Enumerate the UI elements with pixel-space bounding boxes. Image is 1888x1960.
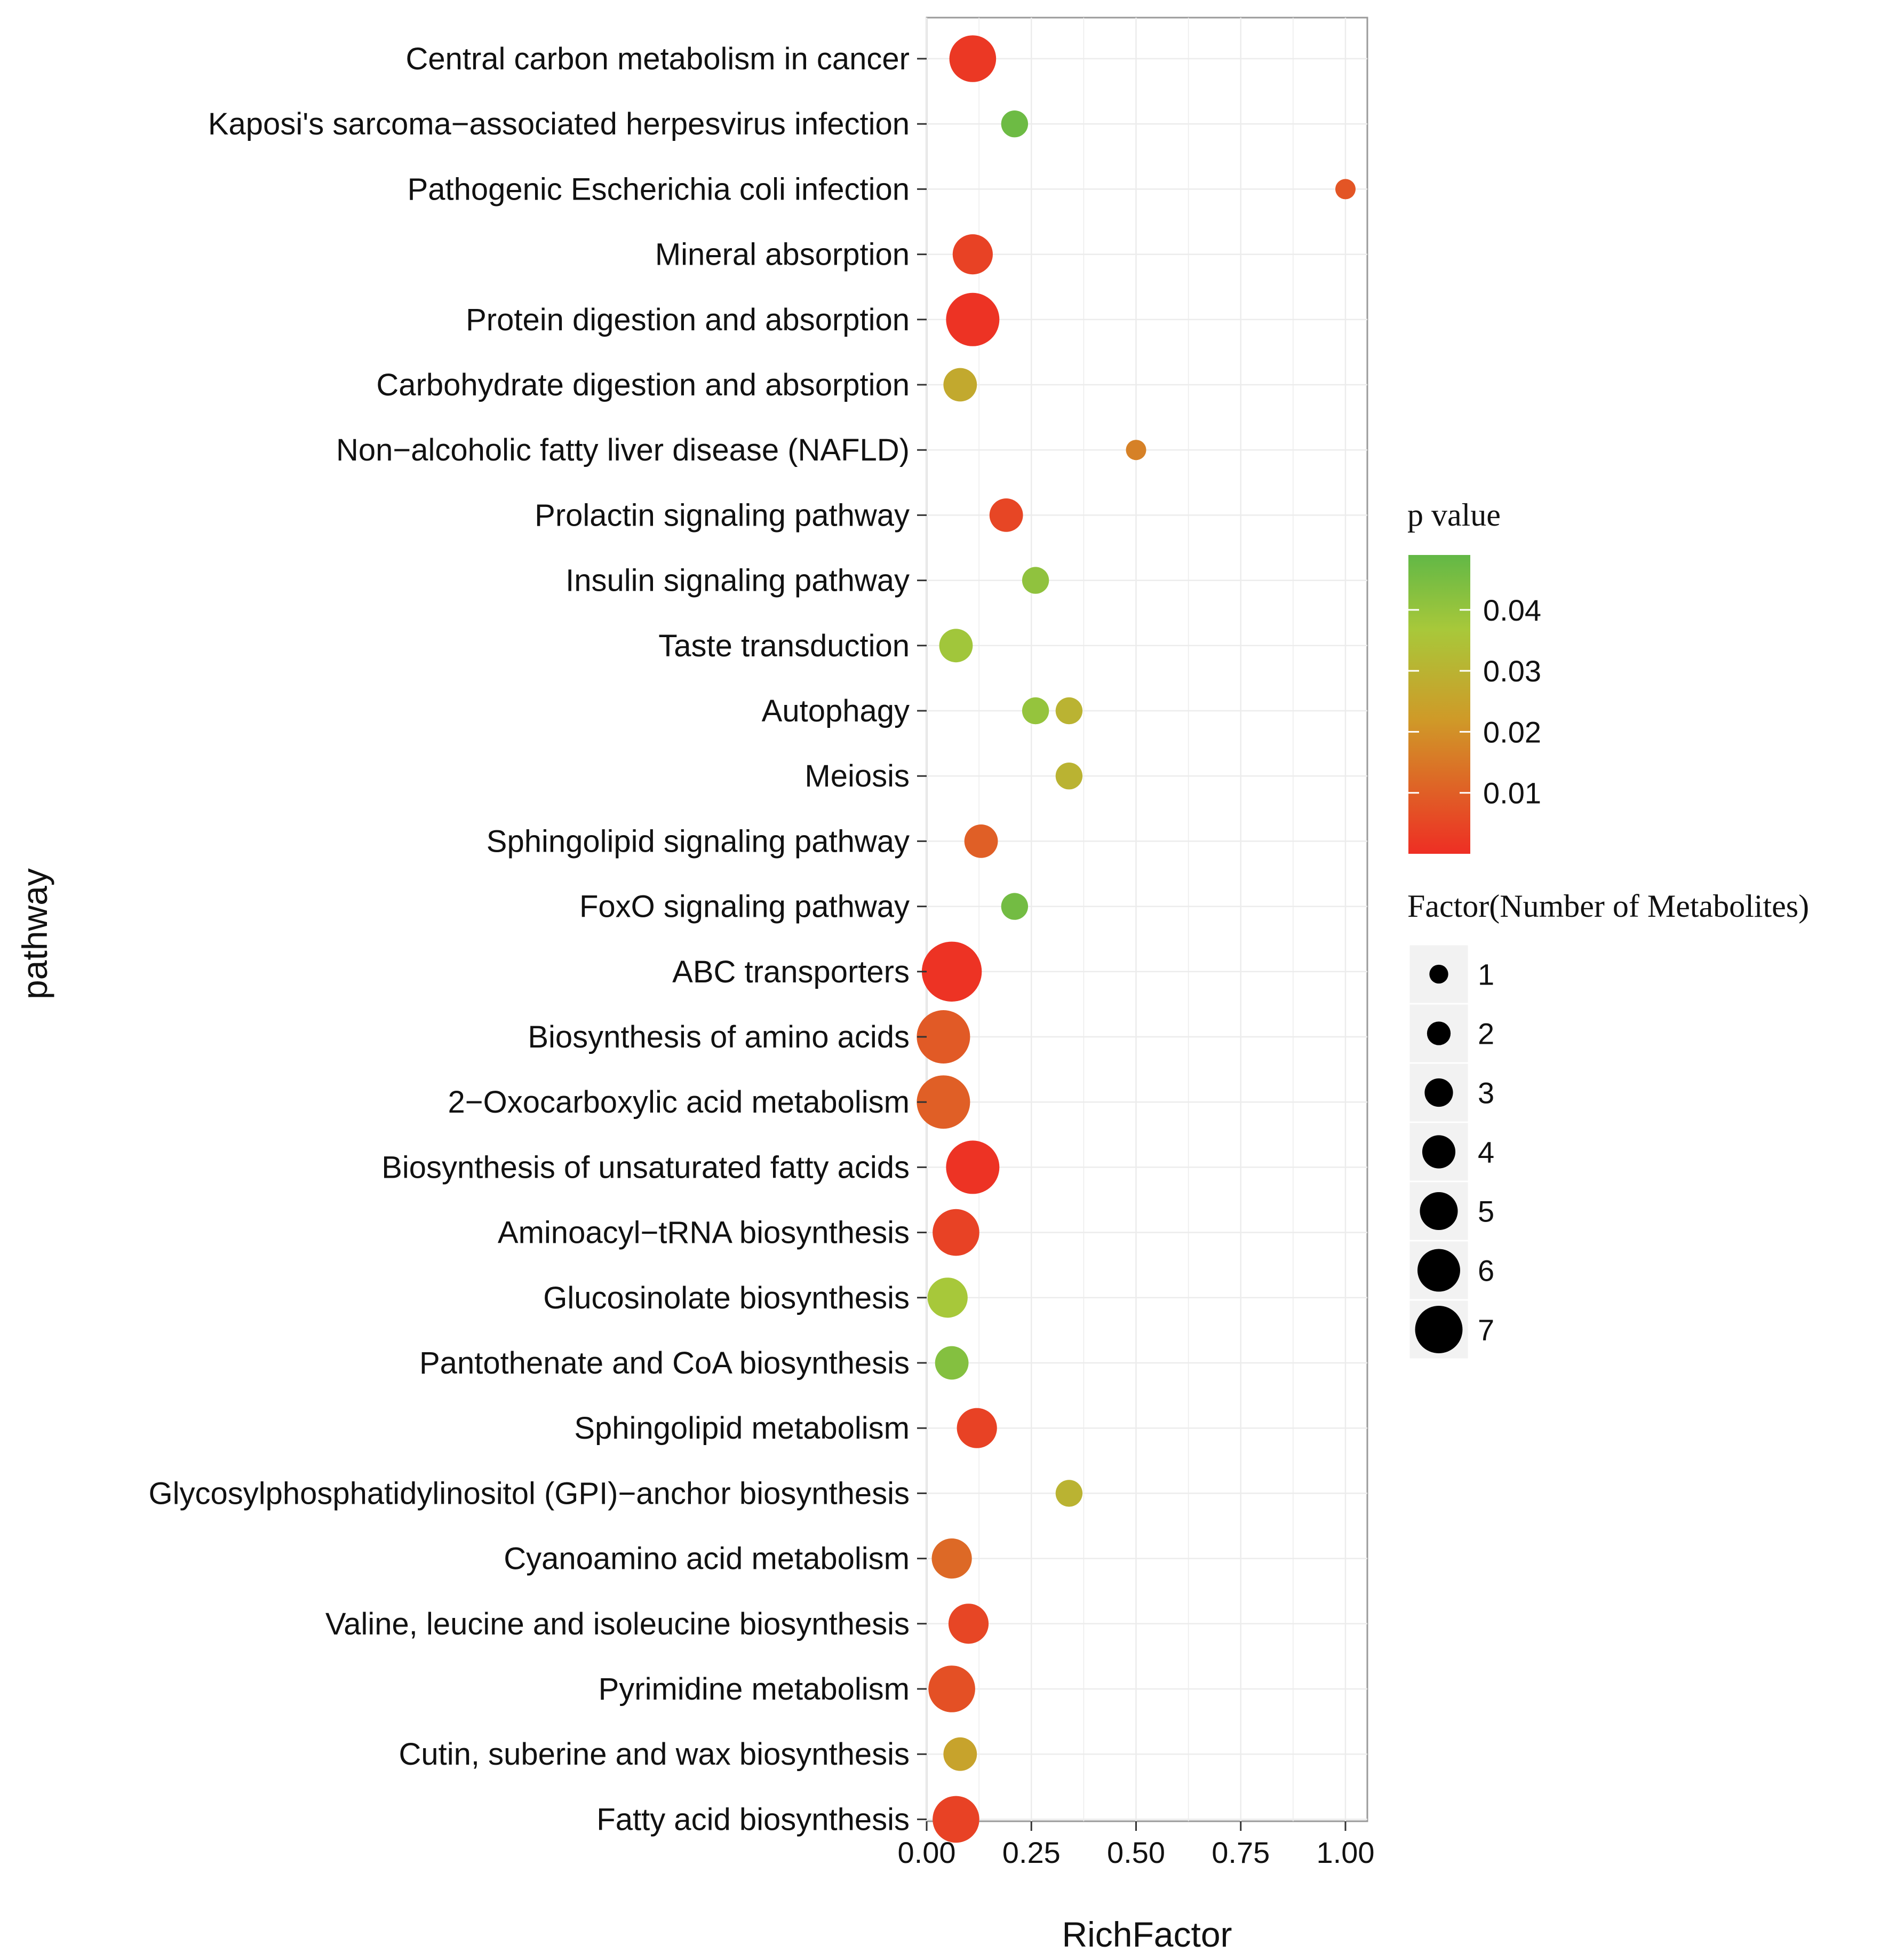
data-point [1055, 763, 1083, 790]
x-tick-label: 1.00 [1317, 1836, 1375, 1869]
points-layer [917, 35, 1356, 1843]
y-axis-title: pathway [15, 868, 54, 999]
data-point [933, 1796, 979, 1843]
data-point [989, 498, 1023, 532]
y-tick-label: Autophagy [762, 694, 910, 728]
y-axis: Central carbon metabolism in cancer Kapos… [148, 42, 927, 1837]
size-legend-label: 5 [1478, 1195, 1494, 1228]
data-point [948, 1604, 989, 1644]
y-tick-label: Cutin, suberine and wax biosynthesis [399, 1737, 910, 1772]
y-tick-label: 2−Oxocarboxylic acid metabolism [448, 1085, 910, 1120]
color-legend: p value 0.01 0.02 0.03 0.04 [1407, 497, 1541, 854]
y-tick-label: Cyanoamino acid metabolism [504, 1542, 910, 1576]
data-point [949, 35, 997, 82]
size-legend-dot [1424, 1078, 1453, 1107]
size-legend-label: 2 [1478, 1017, 1494, 1051]
y-tick-label: Protein digestion and absorption [466, 303, 910, 337]
y-tick-label: Glucosinolate biosynthesis [543, 1281, 910, 1315]
color-legend-ticks: 0.01 0.02 0.03 0.04 [1408, 593, 1541, 810]
size-legend-title: Factor(Number of Metabolites) [1407, 888, 1809, 924]
data-point [1335, 179, 1356, 200]
x-axis-title: RichFactor [1062, 1915, 1232, 1954]
x-tick-label: 0.75 [1212, 1836, 1270, 1869]
size-legend-dot [1415, 1306, 1463, 1353]
y-tick-label: Pyrimidine metabolism [599, 1672, 910, 1707]
data-point [946, 1140, 1000, 1194]
size-legend-dot [1427, 1021, 1451, 1045]
y-tick-label: Insulin signaling pathway [565, 564, 910, 598]
x-axis: 0.00 0.25 0.50 0.75 1.00 [898, 1821, 1375, 1869]
data-point [1022, 567, 1049, 594]
data-point [1001, 893, 1029, 920]
size-legend-label: 6 [1478, 1254, 1494, 1288]
data-point [939, 629, 973, 663]
y-tick-label: Fatty acid biosynthesis [596, 1802, 910, 1837]
data-point [964, 824, 998, 858]
size-legend-dot [1422, 1135, 1456, 1169]
data-point [935, 1346, 969, 1380]
size-legend-keys: 1 2 3 4 5 6 7 [1408, 943, 1494, 1360]
y-tick-label: Sphingolipid signaling pathway [487, 824, 910, 859]
size-legend-dot [1429, 964, 1448, 984]
data-point [933, 1209, 979, 1256]
y-tick-label: Meiosis [804, 759, 910, 793]
y-tick-label: Carbohydrate digestion and absorption [376, 368, 910, 402]
size-legend-label: 1 [1478, 958, 1494, 991]
data-point [943, 368, 977, 402]
y-tick-label: Valine, leucine and isoleucine biosynthe… [325, 1607, 910, 1641]
y-tick-label: Mineral absorption [655, 237, 910, 272]
size-legend: Factor(Number of Metabolites) 1 2 3 4 5 6 7 [1407, 888, 1809, 1360]
y-tick-label: Aminoacyl−tRNA biosynthesis [498, 1216, 910, 1250]
y-tick-label: Non−alcoholic fatty liver disease (NAFLD… [336, 433, 910, 467]
y-tick-label: Pantothenate and CoA biosynthesis [419, 1346, 910, 1380]
x-tick-label: 0.50 [1107, 1836, 1165, 1869]
y-tick-label: FoxO signaling pathway [579, 890, 910, 924]
color-legend-title: p value [1407, 497, 1501, 533]
size-legend-label: 3 [1478, 1076, 1494, 1110]
y-tick-label: Taste transduction [658, 629, 910, 663]
size-legend-dot [1417, 1249, 1460, 1292]
data-point [917, 1075, 970, 1129]
color-legend-bar [1408, 555, 1470, 854]
size-legend-label: 7 [1478, 1313, 1494, 1347]
data-point [957, 1408, 997, 1448]
data-point [927, 1277, 968, 1318]
data-point [921, 941, 982, 1002]
data-point [1055, 1480, 1083, 1507]
data-point [1055, 697, 1083, 725]
x-tick-label: 0.25 [1002, 1836, 1061, 1869]
data-point [917, 1010, 970, 1064]
y-tick-label: Pathogenic Escherichia coli infection [408, 172, 910, 207]
y-tick-label: ABC transporters [672, 955, 910, 989]
data-point [946, 292, 1000, 346]
plot-panel [917, 17, 1368, 1843]
y-tick-label: Prolactin signaling pathway [535, 498, 910, 533]
y-tick-label: Sphingolipid metabolism [574, 1411, 910, 1446]
y-tick-label: Central carbon metabolism in cancer [405, 42, 910, 76]
y-tick-label: Biosynthesis of unsaturated fatty acids [381, 1150, 910, 1185]
data-point [1022, 697, 1049, 725]
size-legend-label: 4 [1478, 1136, 1494, 1169]
color-legend-tick-label: 0.01 [1483, 776, 1541, 810]
size-legend-dot [1420, 1192, 1458, 1231]
color-legend-tick-label: 0.03 [1483, 654, 1541, 688]
data-point [931, 1538, 972, 1579]
color-legend-tick-label: 0.04 [1483, 593, 1541, 627]
y-tick-label: Glycosylphosphatidylinositol (GPI)−ancho… [148, 1476, 910, 1511]
y-tick-label: Kaposi's sarcoma−associated herpesvirus … [208, 107, 910, 141]
data-point [943, 1737, 977, 1771]
data-point [928, 1665, 975, 1712]
data-point [1126, 440, 1146, 461]
color-legend-tick-label: 0.02 [1483, 715, 1541, 749]
grid-layer [926, 18, 1367, 1821]
data-point [952, 234, 993, 275]
y-tick-label: Biosynthesis of amino acids [528, 1020, 910, 1054]
data-point [1001, 110, 1029, 138]
x-tick-label: 0.00 [898, 1836, 956, 1869]
panel-background [926, 17, 1368, 1822]
